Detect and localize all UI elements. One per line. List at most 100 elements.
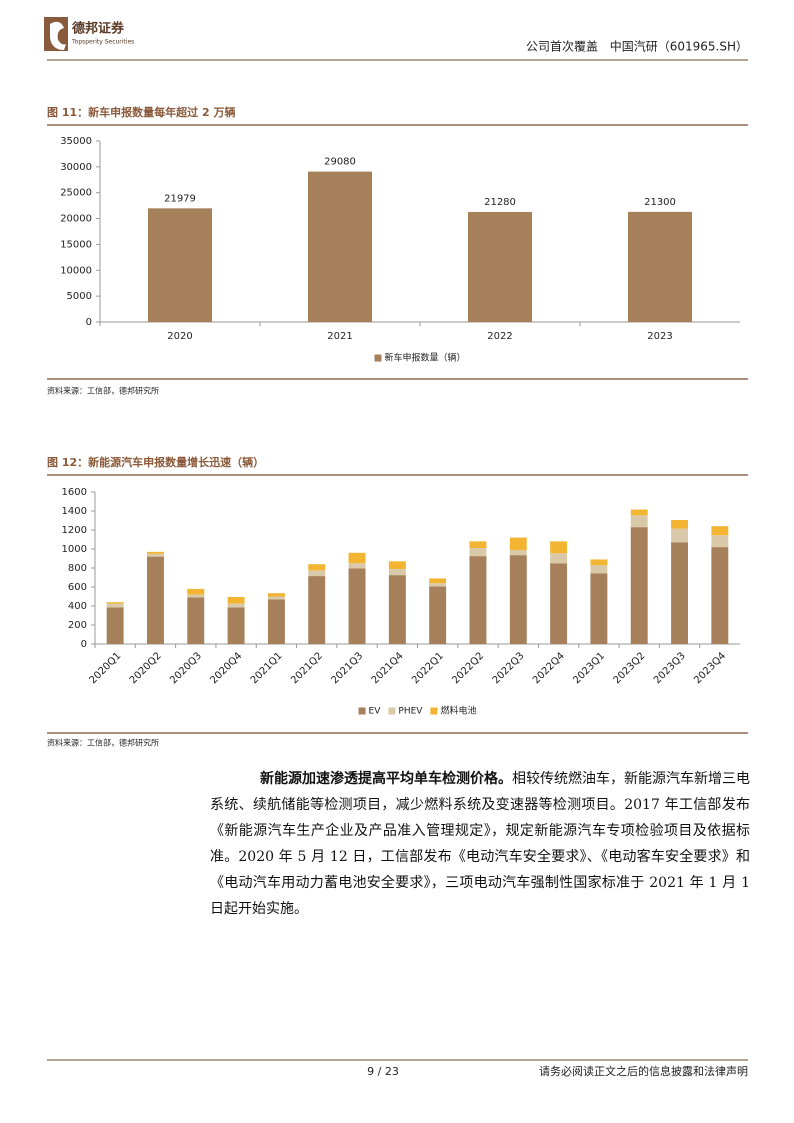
bar [106, 603, 124, 608]
body-paragraph: 新能源加速渗透提高平均单车检测价格。相较传统燃油车，新能源汽车新增三电系统、续航… [210, 766, 750, 922]
bar [628, 211, 692, 322]
bar [671, 520, 688, 529]
y-tick-label: 10000 [60, 265, 92, 276]
y-tick-label: 0 [86, 317, 92, 328]
bar [630, 527, 648, 644]
x-tick-label: 2020 [167, 331, 192, 342]
bar [227, 603, 245, 608]
legend-swatch [358, 707, 366, 715]
bar [711, 535, 729, 548]
report-type: 公司首次覆盖 [526, 40, 598, 54]
x-tick-label: 2023 [647, 331, 672, 342]
legend-label: 新车申报数量（辆） [384, 352, 465, 364]
bar [388, 561, 406, 569]
company: 中国汽研（601965.SH） [610, 39, 748, 54]
y-tick-label: 25000 [60, 188, 92, 199]
logo-name: 德邦证券 [72, 21, 125, 37]
bar [388, 568, 406, 576]
y-tick-label: 0 [81, 639, 87, 650]
y-tick-label: 5000 [67, 291, 92, 302]
bar [711, 547, 729, 644]
figure-source: 资料来源：工信部，德邦研究所 [47, 738, 159, 748]
bar [388, 575, 406, 644]
x-tick-label: 2020Q2 [128, 650, 164, 686]
figure-title: 图 11：新车申报数量每年超过 2 万辆 [47, 105, 235, 119]
x-tick-label: 2020Q3 [168, 650, 204, 686]
legend-swatch [388, 707, 396, 715]
x-tick-label: 2023Q3 [652, 650, 688, 686]
bar [671, 528, 688, 543]
bar [187, 594, 205, 598]
y-tick-label: 30000 [60, 162, 92, 173]
y-tick-label: 1600 [62, 487, 87, 498]
y-tick-label: 20000 [60, 214, 92, 225]
x-tick-label: 2020Q4 [208, 650, 244, 686]
bar [590, 559, 608, 566]
y-tick-label: 200 [68, 620, 87, 631]
bar [106, 607, 124, 644]
bar [671, 542, 688, 644]
bar [429, 583, 447, 587]
bar [469, 548, 487, 557]
lead: 新能源加速渗透提高平均单车检测价格。 [260, 771, 512, 787]
legend-swatch [430, 707, 438, 715]
bar [509, 549, 527, 556]
y-tick-label: 15000 [60, 239, 92, 250]
bar [147, 553, 164, 557]
y-tick-label: 600 [68, 582, 87, 593]
x-tick-label: 2023Q4 [692, 650, 728, 686]
bar [147, 551, 164, 554]
x-tick-label: 2021 [327, 331, 352, 342]
body-text: 相较传统燃油车，新能源汽车新增三电系统、续航储能等检测项目，减少燃料系统及变速器… [210, 771, 750, 917]
bar [550, 553, 568, 564]
x-tick-label: 2022 [487, 331, 512, 342]
y-tick-label: 35000 [60, 136, 92, 147]
y-tick-label: 1400 [62, 506, 87, 517]
bar [469, 556, 487, 644]
bar [227, 607, 245, 644]
page-number: 9 / 23 [367, 1065, 399, 1078]
x-tick-label: 2023Q2 [612, 650, 648, 686]
bar [106, 602, 124, 604]
figure-title: 图 12：新能源汽车申报数量增长迅速（辆） [47, 455, 264, 469]
bar [267, 599, 285, 644]
bar [147, 556, 164, 644]
bar [308, 564, 326, 571]
x-tick-label: 2021Q4 [370, 650, 406, 686]
data-label: 21300 [644, 197, 676, 208]
bar [267, 593, 285, 597]
legend-swatch [374, 354, 382, 362]
data-label: 21280 [484, 197, 516, 208]
data-label: 21979 [164, 193, 196, 204]
bar [550, 541, 568, 554]
bar [308, 570, 326, 577]
bar [308, 576, 326, 644]
bar [308, 171, 372, 322]
y-tick-label: 800 [68, 563, 87, 574]
bar [590, 573, 608, 644]
bar [348, 568, 366, 644]
x-tick-label: 2021Q3 [329, 650, 365, 686]
disclaimer: 请务必阅读正文之后的信息披露和法律声明 [539, 1064, 748, 1078]
y-tick-label: 1200 [62, 525, 87, 536]
figure-source: 资料来源：工信部，德邦研究所 [47, 386, 159, 396]
logo [44, 17, 68, 51]
bar [550, 563, 568, 644]
legend-label: PHEV [398, 707, 423, 717]
bar [630, 509, 648, 516]
x-tick-label: 2021Q2 [289, 650, 325, 686]
bar [348, 563, 366, 569]
legend: EV PHEV 燃料电池 [358, 705, 476, 717]
x-tick-label: 2022Q3 [491, 650, 527, 686]
legend-label: EV [369, 707, 382, 717]
x-tick-label: 2020Q1 [88, 650, 124, 686]
x-tick-label: 2022Q1 [410, 650, 446, 686]
bar [348, 552, 366, 564]
logo-english: Topsperity Securities [71, 39, 134, 46]
x-tick-label: 2022Q2 [450, 650, 486, 686]
data-label: 29080 [324, 157, 356, 168]
bar [711, 526, 729, 536]
bar [267, 596, 285, 600]
